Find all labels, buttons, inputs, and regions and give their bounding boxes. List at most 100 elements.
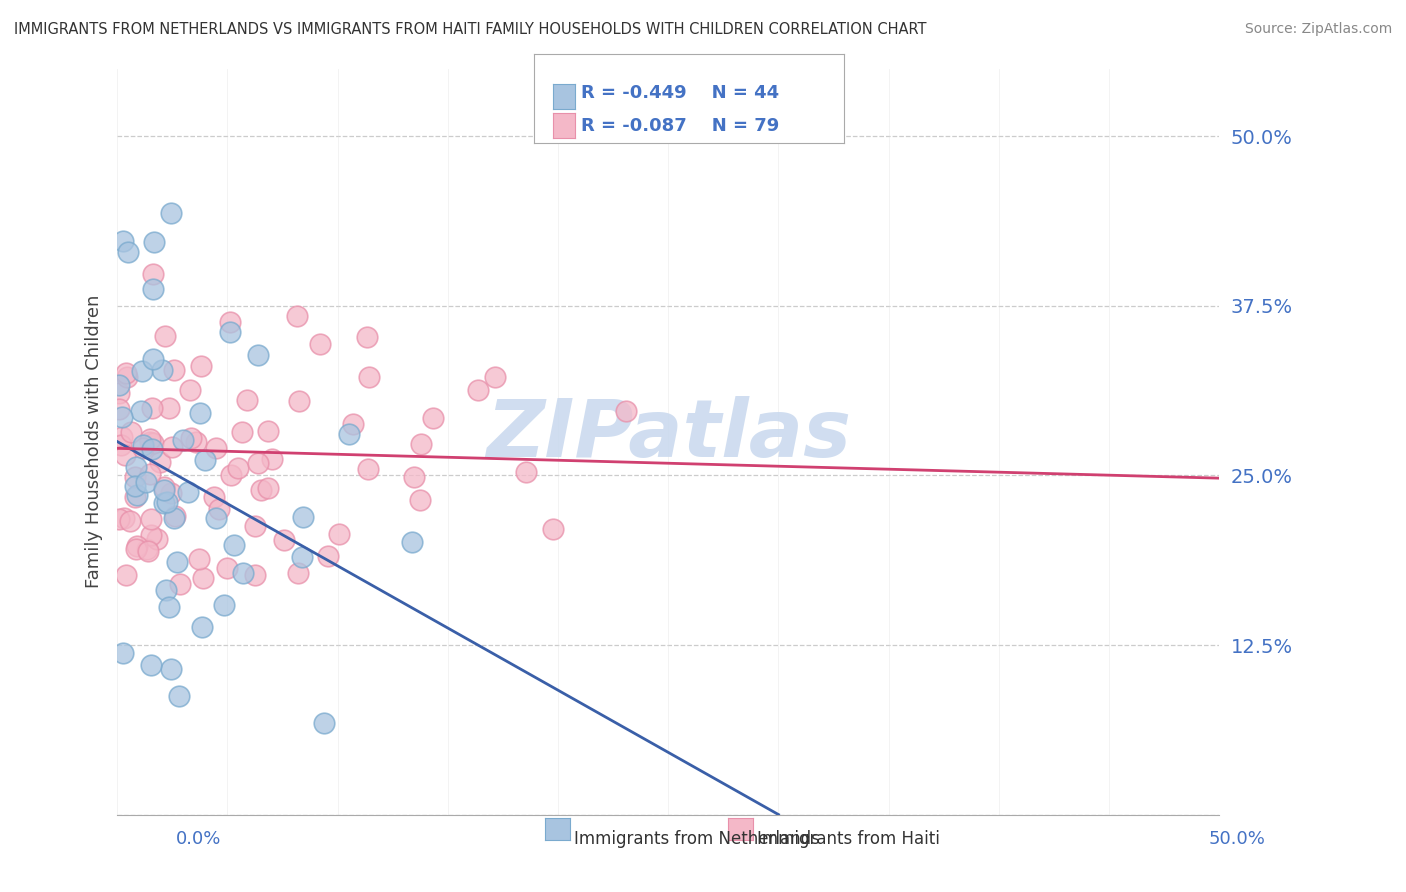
Point bbox=[166, 555, 188, 569]
Point bbox=[108, 385, 131, 400]
Point bbox=[163, 509, 186, 524]
Point bbox=[127, 488, 149, 502]
Point bbox=[484, 369, 506, 384]
Point bbox=[125, 460, 148, 475]
Point bbox=[246, 348, 269, 362]
Point bbox=[337, 427, 360, 442]
Point bbox=[411, 436, 433, 450]
Point bbox=[204, 442, 226, 456]
Point bbox=[111, 646, 134, 660]
Text: R = -0.087    N = 79: R = -0.087 N = 79 bbox=[581, 117, 779, 135]
Point bbox=[250, 483, 273, 497]
Point bbox=[245, 568, 267, 582]
Point bbox=[245, 518, 267, 533]
Point bbox=[127, 539, 149, 553]
Point bbox=[139, 467, 162, 481]
Point bbox=[150, 362, 173, 376]
Point bbox=[108, 511, 131, 525]
Point bbox=[312, 716, 335, 731]
Point bbox=[131, 364, 153, 378]
Point bbox=[138, 544, 160, 558]
Point bbox=[142, 267, 165, 281]
Point bbox=[232, 566, 254, 580]
Point bbox=[172, 434, 194, 448]
Point bbox=[160, 662, 183, 676]
Point bbox=[356, 329, 378, 343]
Point bbox=[288, 394, 311, 409]
Point bbox=[543, 522, 565, 536]
Point bbox=[515, 465, 537, 479]
Point bbox=[219, 467, 242, 482]
Point bbox=[139, 432, 162, 446]
Point bbox=[202, 490, 225, 504]
Point bbox=[110, 438, 132, 452]
Point bbox=[409, 493, 432, 508]
Point bbox=[110, 430, 132, 444]
Text: IMMIGRANTS FROM NETHERLANDS VS IMMIGRANTS FROM HAITI FAMILY HOUSEHOLDS WITH CHIL: IMMIGRANTS FROM NETHERLANDS VS IMMIGRANT… bbox=[14, 22, 927, 37]
Point bbox=[155, 582, 177, 597]
Point bbox=[222, 538, 245, 552]
Point bbox=[159, 205, 181, 219]
Point bbox=[169, 577, 191, 591]
Point bbox=[235, 392, 257, 407]
Point bbox=[208, 501, 231, 516]
Point bbox=[257, 481, 280, 495]
Point bbox=[120, 425, 142, 440]
Point bbox=[160, 440, 183, 454]
Point bbox=[139, 658, 162, 673]
Point bbox=[160, 485, 183, 500]
Point bbox=[188, 406, 211, 420]
Point bbox=[112, 235, 135, 249]
Point bbox=[215, 561, 238, 575]
Point bbox=[167, 689, 190, 703]
Text: 0.0%: 0.0% bbox=[176, 830, 221, 847]
Point bbox=[124, 490, 146, 504]
Point bbox=[114, 448, 136, 462]
Point bbox=[179, 383, 201, 397]
Point bbox=[328, 527, 350, 541]
Point bbox=[124, 469, 146, 483]
Point bbox=[257, 424, 280, 438]
Point bbox=[132, 441, 155, 455]
Point bbox=[145, 532, 167, 546]
Text: 50.0%: 50.0% bbox=[1209, 830, 1265, 847]
Point bbox=[190, 359, 212, 374]
Point bbox=[156, 495, 179, 509]
Point bbox=[163, 363, 186, 377]
Point bbox=[402, 469, 425, 483]
Point bbox=[262, 452, 284, 467]
Point bbox=[205, 511, 228, 525]
Point bbox=[152, 496, 174, 510]
Point bbox=[115, 568, 138, 582]
Point bbox=[357, 462, 380, 476]
Point bbox=[132, 437, 155, 451]
Point bbox=[125, 542, 148, 557]
Point bbox=[401, 535, 423, 549]
Point bbox=[218, 315, 240, 329]
Point bbox=[141, 442, 163, 456]
Point bbox=[180, 431, 202, 445]
Point bbox=[177, 485, 200, 500]
Point bbox=[614, 404, 637, 418]
Point bbox=[285, 309, 308, 323]
Point bbox=[141, 401, 163, 416]
Point bbox=[136, 541, 159, 556]
Point bbox=[131, 404, 153, 418]
Point bbox=[108, 378, 131, 392]
Point bbox=[143, 235, 166, 249]
Point bbox=[142, 282, 165, 296]
Point bbox=[142, 436, 165, 450]
Point bbox=[273, 533, 295, 548]
Point bbox=[188, 552, 211, 566]
Point bbox=[139, 434, 162, 449]
Point bbox=[246, 456, 269, 470]
Point bbox=[111, 410, 134, 425]
Point bbox=[214, 598, 236, 612]
Text: R = -0.449    N = 44: R = -0.449 N = 44 bbox=[581, 84, 779, 102]
Point bbox=[135, 475, 157, 490]
Point bbox=[291, 510, 314, 524]
Point bbox=[186, 435, 208, 450]
Point bbox=[287, 566, 309, 581]
Point bbox=[226, 461, 249, 475]
Point bbox=[157, 401, 180, 415]
